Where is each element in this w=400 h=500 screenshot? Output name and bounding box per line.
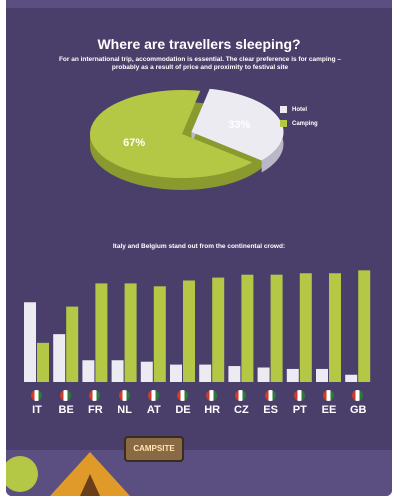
country-label-es: ES <box>263 404 278 416</box>
bar-hotel-hr <box>199 364 212 382</box>
pie-data-label-hotel: 33% <box>228 119 250 131</box>
legend-swatch-camping <box>280 120 287 127</box>
bar-hotel-cz <box>228 366 241 382</box>
bar-camping-de <box>183 280 195 382</box>
bar-hotel-ee <box>316 368 328 382</box>
flag-icon-gb <box>352 390 364 401</box>
legend-item-camping: Camping <box>280 120 318 127</box>
tree-illustration <box>6 456 38 492</box>
country-label-cz: CZ <box>234 404 249 416</box>
pie-data-label-camping: 67% <box>123 137 145 149</box>
bar-camping-es <box>270 274 283 382</box>
country-label-de: DE <box>175 404 191 416</box>
bar-camping-fr <box>95 283 108 382</box>
pie-slice-camping <box>90 90 253 178</box>
pie-slice-hotel <box>191 88 284 161</box>
bar-camping-at <box>153 286 166 382</box>
country-label-fr: FR <box>88 404 103 416</box>
legend-item-hotel: Hotel <box>280 106 307 113</box>
pie-chart-subtitle: For an international trip, accommodation… <box>58 56 342 71</box>
country-label-be: BE <box>58 404 74 416</box>
campsite-sign: CAMPSITE <box>124 436 184 462</box>
bar-hotel-be <box>53 334 66 382</box>
country-label-pt: PT <box>292 404 307 416</box>
flag-icon-pt <box>293 390 305 401</box>
tent-illustration <box>50 452 130 496</box>
top-strip <box>6 0 392 8</box>
flag-icon-cz <box>235 390 247 401</box>
pie-chart: 33% 67% <box>90 88 284 190</box>
flag-icon-be <box>60 390 72 401</box>
bar-hotel-nl <box>111 360 124 382</box>
bar-camping-it <box>37 342 49 382</box>
bar-hotel-de <box>170 364 182 382</box>
pie-chart-title: Where are travellers sleeping? <box>97 36 301 52</box>
country-label-it: IT <box>32 404 42 416</box>
bar-chart <box>24 270 371 382</box>
infographic-card: Where are travellers sleeping? For an in… <box>6 0 392 496</box>
bar-hotel-at <box>140 361 153 382</box>
flag-icon-de <box>177 390 188 401</box>
bar-hotel-it <box>24 302 36 382</box>
bar-hotel-pt <box>286 368 299 382</box>
flag-icon-hr <box>206 390 218 401</box>
legend-label-hotel: Hotel <box>292 106 307 113</box>
flag-icon-fr <box>89 390 101 401</box>
bar-hotel-fr <box>82 360 95 382</box>
bar-camping-pt <box>299 273 312 382</box>
bar-camping-hr <box>212 277 225 382</box>
flag-icon-at <box>147 390 159 401</box>
legend-swatch-hotel <box>280 106 287 113</box>
flag-icon-es <box>264 390 276 401</box>
bar-camping-nl <box>124 283 137 382</box>
flag-icon-ee <box>323 390 334 401</box>
country-label-nl: NL <box>117 404 132 416</box>
bar-camping-gb <box>358 270 371 382</box>
country-label-ee: EE <box>321 404 337 416</box>
bar-camping-be <box>66 306 79 382</box>
flag-icon-it <box>31 390 42 401</box>
bar-hotel-gb <box>345 374 358 382</box>
country-label-gb: GB <box>349 404 367 416</box>
country-label-hr: HR <box>204 404 221 416</box>
bar-camping-ee <box>329 273 341 382</box>
bar-hotel-es <box>257 367 270 382</box>
bar-chart-subtitle: Italy and Belgium stand out from the con… <box>112 243 286 250</box>
bar-camping-cz <box>241 274 254 382</box>
flag-icon-nl <box>118 390 130 401</box>
legend-label-camping: Camping <box>292 120 318 127</box>
country-label-at: AT <box>146 404 161 416</box>
